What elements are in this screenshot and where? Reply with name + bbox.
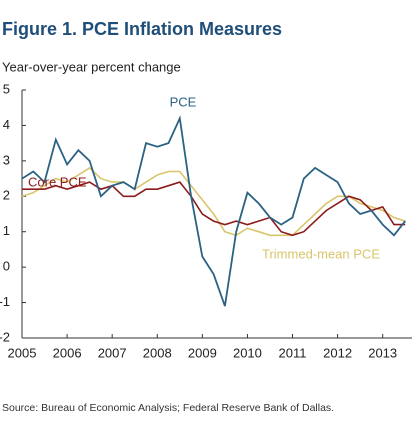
x-tick-label: 2006	[53, 345, 82, 360]
series-line	[22, 181, 406, 237]
series-label: Trimmed-mean PCE	[262, 246, 380, 261]
chart-title: Figure 1. PCE Inflation Measures	[2, 19, 282, 39]
y-tick-label: 3	[3, 152, 10, 167]
series-line	[21, 166, 406, 237]
x-tick-label: 2010	[233, 345, 262, 360]
x-tick-label: 2009	[188, 345, 217, 360]
series-line	[21, 115, 406, 307]
y-tick-label: -2	[0, 329, 10, 344]
y-tick-label: -1	[0, 294, 10, 309]
y-tick-label: 2	[3, 188, 10, 203]
y-tick-label: 0	[3, 259, 10, 274]
x-tick-label: 2013	[368, 345, 397, 360]
x-tick-label: 2008	[143, 345, 172, 360]
series-label: PCE	[170, 94, 197, 109]
source-note: Source: Bureau of Economic Analysis; Fed…	[2, 402, 334, 414]
x-tick-label: 2011	[279, 345, 307, 360]
y-axis-label: Year-over-year percent change	[2, 59, 181, 74]
x-tick-label: 2007	[98, 345, 127, 360]
series-label: Core PCE	[28, 174, 87, 189]
x-tick-label: 2012	[323, 345, 352, 360]
y-tick-label: 1	[3, 223, 10, 238]
x-tick-label: 2005	[8, 345, 37, 360]
y-tick-label: 5	[3, 81, 10, 96]
y-tick-label: 4	[3, 117, 10, 132]
